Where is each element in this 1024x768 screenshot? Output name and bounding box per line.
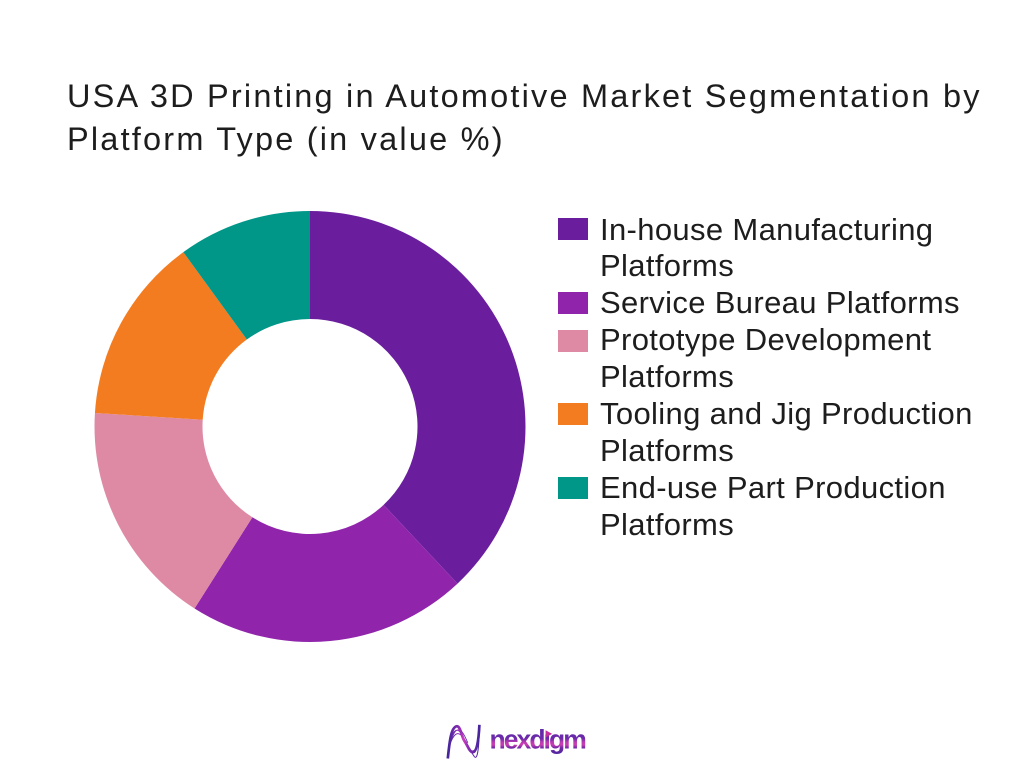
svg-text:nexdıgm: nexdıgm	[490, 725, 586, 755]
